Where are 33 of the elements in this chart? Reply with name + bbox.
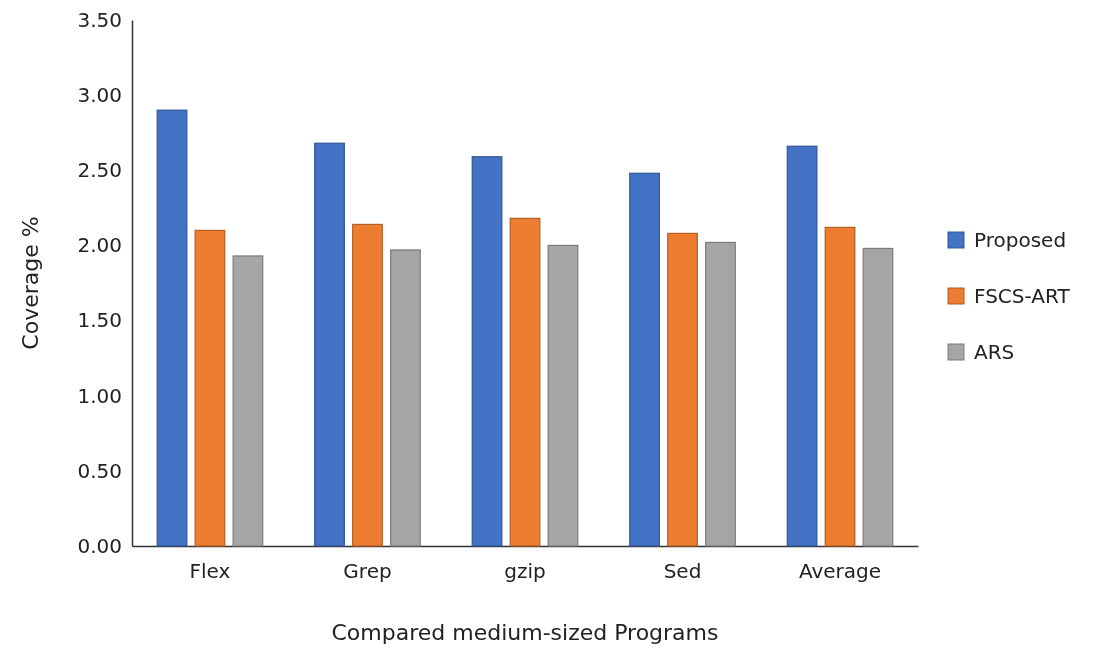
x-axis-title: Compared medium-sized Programs <box>331 620 719 645</box>
y-tick-label: 1.50 <box>77 308 122 333</box>
bar <box>156 109 188 547</box>
bar <box>352 223 383 547</box>
bar <box>786 145 818 547</box>
bar <box>314 142 345 547</box>
y-tick-label: 3.00 <box>77 83 122 108</box>
y-tick-label: 0.00 <box>77 533 122 558</box>
x-tick-label: gzip <box>504 559 546 584</box>
y-tick-label: 2.50 <box>77 158 122 183</box>
bar <box>471 156 503 547</box>
bar <box>667 232 698 547</box>
bar <box>194 229 226 547</box>
legend-label: Proposed <box>974 228 1067 252</box>
x-tick-label: Average <box>798 559 882 584</box>
bar <box>390 249 421 547</box>
x-tick-label: Grep <box>343 559 392 584</box>
legend-label: FSCS-ART <box>974 284 1071 308</box>
bar <box>629 172 660 547</box>
y-tick-label: 2.00 <box>77 233 122 258</box>
bar <box>862 247 894 547</box>
legend-label: ARS <box>974 340 1015 364</box>
y-tick-label: 3.50 <box>77 7 122 32</box>
bar <box>232 255 264 547</box>
bar <box>824 226 856 547</box>
bar <box>705 241 736 547</box>
x-tick-label: Flex <box>189 559 231 584</box>
y-axis-title: Coverage % <box>18 216 43 350</box>
y-tick-label: 1.00 <box>77 383 122 408</box>
bar <box>509 217 541 547</box>
bar <box>547 244 579 547</box>
y-tick-label: 0.50 <box>77 458 122 483</box>
x-tick-label: Sed <box>663 559 702 584</box>
